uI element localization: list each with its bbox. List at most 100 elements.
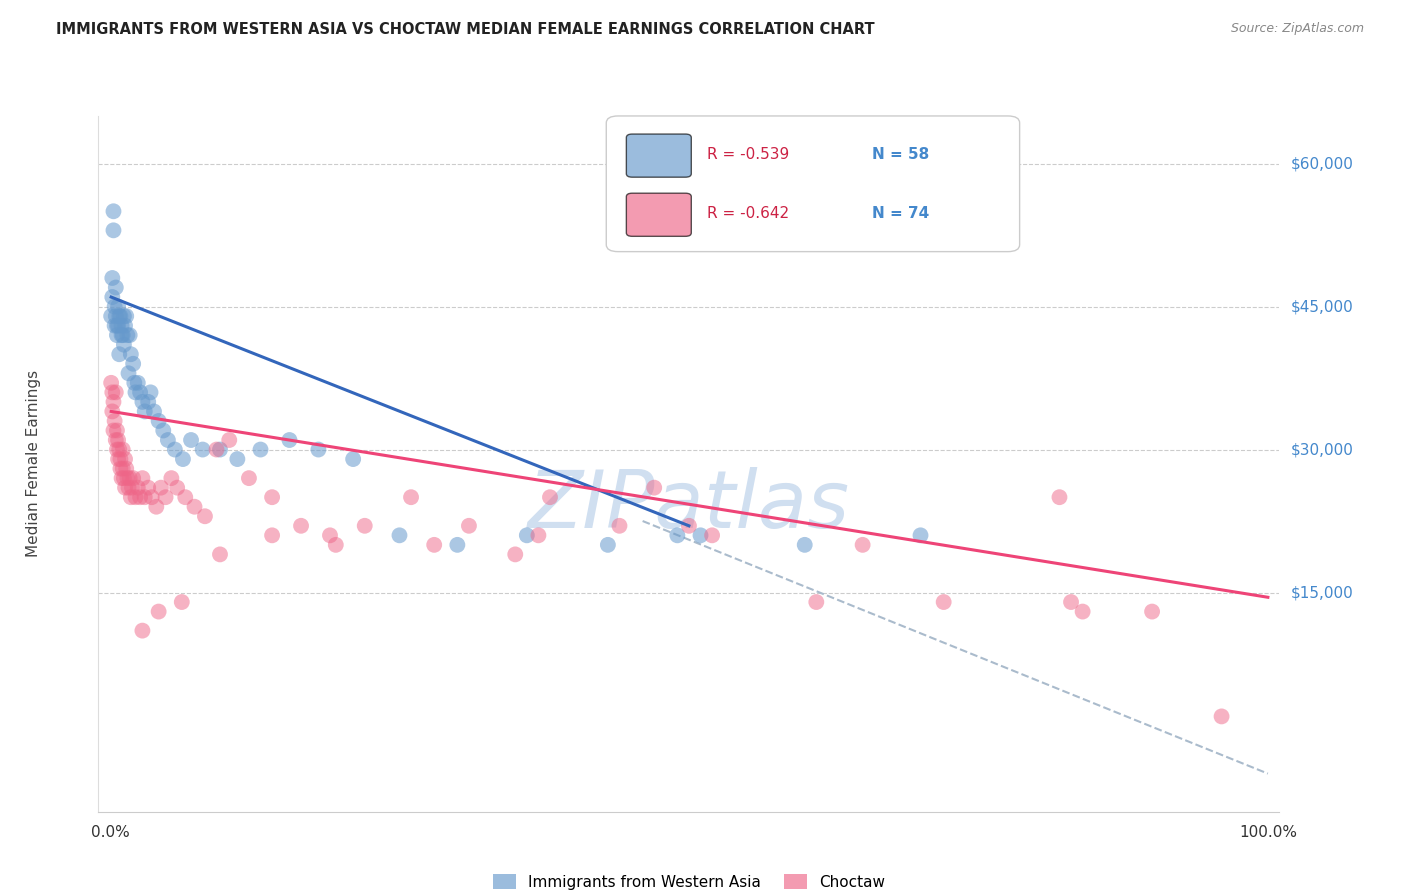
Point [124, 385, 146, 400]
Text: Median Female Earnings: Median Female Earnings [25, 370, 41, 558]
Point [101, 271, 124, 285]
Point [104, 385, 127, 400]
Point [932, 595, 955, 609]
Point [121, 481, 143, 495]
Point [122, 357, 145, 371]
Point [134, 490, 156, 504]
Point [1060, 595, 1083, 609]
Point [262, 490, 284, 504]
Point [118, 471, 141, 485]
Point [100, 309, 122, 323]
Text: IMMIGRANTS FROM WESTERN ASIA VS CHOCTAW MEDIAN FEMALE EARNINGS CORRELATION CHART: IMMIGRANTS FROM WESTERN ASIA VS CHOCTAW … [56, 22, 875, 37]
Point [111, 328, 134, 343]
Point [105, 424, 128, 438]
Point [110, 309, 132, 323]
Point [110, 471, 132, 485]
Point [538, 490, 561, 504]
Point [118, 328, 141, 343]
Point [307, 442, 329, 457]
Point [104, 414, 127, 428]
Point [290, 518, 312, 533]
FancyBboxPatch shape [606, 116, 1019, 252]
Point [678, 518, 700, 533]
Point [117, 328, 139, 343]
Point [609, 518, 631, 533]
Point [105, 442, 128, 457]
Point [446, 538, 468, 552]
Point [101, 404, 124, 418]
Point [226, 452, 249, 467]
Point [127, 481, 149, 495]
Point [108, 347, 131, 361]
Point [148, 414, 170, 428]
Point [110, 452, 132, 467]
Point [249, 442, 271, 457]
Point [136, 395, 159, 409]
Point [108, 309, 131, 323]
Point [156, 433, 179, 447]
Point [114, 452, 136, 467]
Point [205, 442, 228, 457]
Point [353, 518, 375, 533]
Point [208, 548, 231, 562]
Point [134, 404, 156, 418]
Point [111, 442, 134, 457]
Point [115, 309, 138, 323]
Point [107, 318, 129, 333]
Point [596, 538, 619, 552]
Point [852, 538, 875, 552]
Point [112, 471, 135, 485]
Point [793, 538, 815, 552]
Point [112, 309, 135, 323]
Point [117, 481, 139, 495]
Text: R = -0.539: R = -0.539 [707, 146, 789, 161]
Point [399, 490, 422, 504]
Point [208, 442, 231, 457]
FancyBboxPatch shape [626, 134, 692, 178]
Point [101, 385, 124, 400]
Text: ZIPatlas: ZIPatlas [527, 467, 851, 545]
Point [107, 452, 129, 467]
Point [1049, 490, 1071, 504]
Point [131, 395, 153, 409]
Point [131, 624, 153, 638]
Point [194, 509, 217, 524]
Point [1071, 605, 1094, 619]
Point [103, 204, 125, 219]
Point [174, 490, 197, 504]
Point [155, 490, 177, 504]
Point [689, 528, 711, 542]
Point [108, 442, 131, 457]
Point [139, 385, 162, 400]
Point [160, 471, 183, 485]
Point [643, 481, 665, 495]
Point [166, 481, 188, 495]
Point [143, 404, 166, 418]
Point [110, 318, 132, 333]
Legend: Immigrants from Western Asia, Choctaw: Immigrants from Western Asia, Choctaw [486, 868, 891, 892]
Point [115, 461, 138, 475]
Text: $60,000: $60,000 [1291, 156, 1354, 171]
Point [1140, 605, 1163, 619]
Point [104, 280, 127, 294]
Point [112, 337, 135, 351]
Point [1211, 709, 1233, 723]
Point [104, 300, 127, 314]
Point [172, 452, 194, 467]
Point [104, 318, 127, 333]
Point [117, 471, 139, 485]
Point [105, 318, 128, 333]
Point [110, 328, 132, 343]
Text: $15,000: $15,000 [1291, 585, 1354, 600]
Point [111, 461, 134, 475]
Point [104, 433, 127, 447]
Point [120, 490, 142, 504]
Point [124, 490, 146, 504]
Point [100, 376, 122, 390]
Point [148, 605, 170, 619]
Point [516, 528, 538, 542]
FancyBboxPatch shape [626, 194, 692, 236]
Point [105, 328, 128, 343]
Point [238, 471, 260, 485]
Point [170, 595, 193, 609]
